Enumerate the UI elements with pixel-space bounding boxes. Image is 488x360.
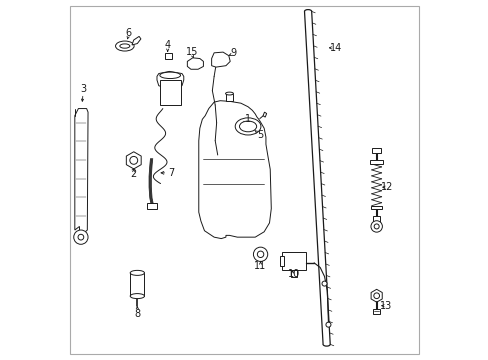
Polygon shape	[160, 80, 181, 105]
Ellipse shape	[120, 44, 130, 48]
Polygon shape	[130, 273, 144, 296]
Circle shape	[373, 293, 379, 298]
Text: 10: 10	[288, 269, 300, 279]
Text: 5: 5	[256, 130, 263, 140]
Polygon shape	[126, 152, 141, 169]
Ellipse shape	[225, 92, 233, 95]
Polygon shape	[157, 71, 183, 89]
Circle shape	[322, 281, 326, 286]
Circle shape	[257, 251, 263, 257]
Polygon shape	[132, 36, 141, 45]
Polygon shape	[75, 109, 88, 237]
Text: 15: 15	[186, 47, 198, 57]
Circle shape	[253, 247, 267, 261]
Text: 8: 8	[134, 309, 140, 319]
Circle shape	[325, 322, 330, 327]
Text: 4: 4	[164, 40, 170, 50]
Polygon shape	[370, 206, 381, 209]
Polygon shape	[165, 53, 171, 59]
Ellipse shape	[130, 294, 144, 298]
Text: 14: 14	[329, 43, 341, 53]
Ellipse shape	[239, 121, 256, 132]
Text: 1: 1	[244, 114, 251, 124]
Text: 2: 2	[130, 169, 137, 179]
Polygon shape	[187, 58, 203, 69]
Polygon shape	[372, 309, 380, 314]
Ellipse shape	[115, 41, 134, 51]
Circle shape	[130, 157, 138, 164]
Polygon shape	[372, 216, 380, 224]
Polygon shape	[372, 148, 380, 153]
Polygon shape	[282, 252, 305, 270]
Circle shape	[74, 230, 88, 244]
Text: 12: 12	[380, 182, 392, 192]
Ellipse shape	[130, 270, 144, 275]
Polygon shape	[369, 160, 382, 164]
Text: 9: 9	[229, 48, 236, 58]
Text: 13: 13	[379, 301, 391, 311]
Polygon shape	[370, 289, 382, 302]
Polygon shape	[263, 112, 266, 117]
Polygon shape	[290, 270, 297, 277]
Text: 6: 6	[125, 28, 131, 38]
Text: 7: 7	[168, 168, 174, 178]
Circle shape	[370, 221, 382, 232]
Circle shape	[78, 234, 83, 240]
Polygon shape	[147, 203, 157, 209]
Ellipse shape	[235, 118, 261, 135]
Circle shape	[373, 224, 378, 229]
Polygon shape	[198, 101, 271, 239]
Polygon shape	[225, 94, 233, 102]
Polygon shape	[211, 52, 230, 67]
Text: 11: 11	[254, 261, 266, 271]
Text: 3: 3	[80, 84, 86, 94]
Ellipse shape	[160, 72, 180, 78]
Polygon shape	[279, 256, 283, 266]
